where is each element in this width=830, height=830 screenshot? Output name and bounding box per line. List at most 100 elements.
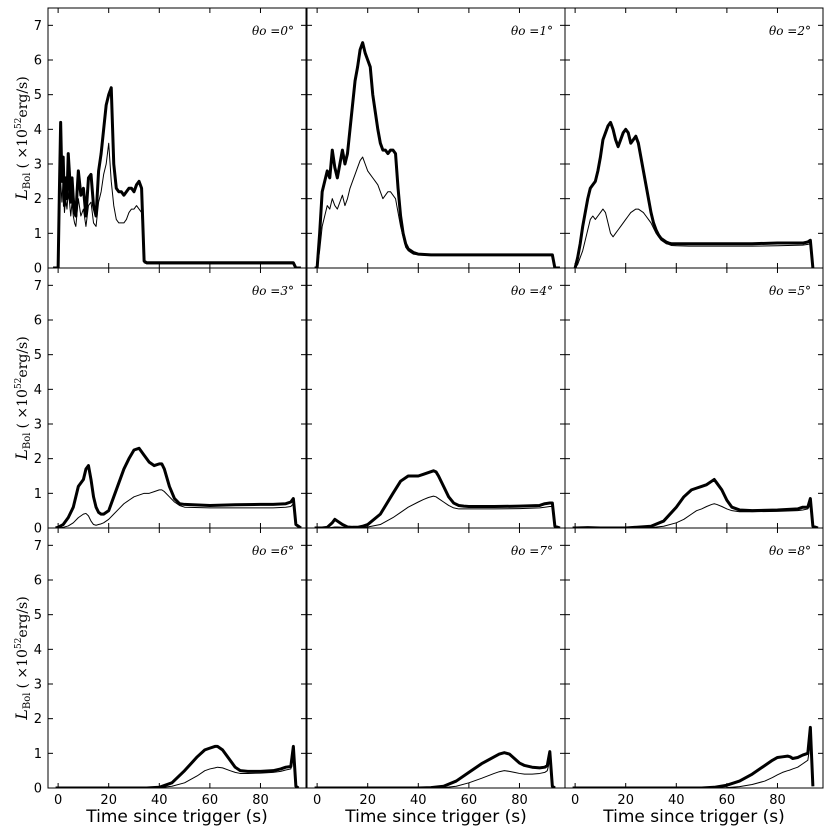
- y-label-exponent: 52: [14, 378, 24, 389]
- panel-frame: [306, 527, 566, 789]
- y-label-symbol: L: [12, 449, 31, 461]
- y-tick-label: 5: [34, 88, 42, 103]
- panel-4: θo =4°: [306, 267, 566, 529]
- y-axis-label: LBol ( ×1052erg/s): [12, 76, 33, 200]
- panel-2: θo =2°: [564, 7, 824, 269]
- panel-label: θo =1°: [511, 24, 553, 38]
- thin-series-line: [572, 503, 819, 528]
- y-tick-label: 1: [34, 487, 42, 502]
- y-label-unit-rest: erg/s): [15, 76, 31, 117]
- x-tick-label: 20: [359, 793, 376, 808]
- panel-7: 0 20 40 60 80 θo =7°: [306, 527, 566, 808]
- thick-series-line: [573, 120, 815, 268]
- x-tick-label: 80: [769, 793, 786, 808]
- y-tick-label: 2: [34, 192, 42, 207]
- panel-frame: [47, 527, 307, 789]
- x-tick-label: 60: [461, 793, 478, 808]
- x-tick-label: 0: [54, 793, 62, 808]
- thin-series-line: [572, 742, 814, 788]
- x-tick-label: 80: [511, 793, 528, 808]
- y-tick-label: 2: [34, 452, 42, 467]
- panel-label: θo =8°: [769, 544, 811, 558]
- y-tick-label: 2: [34, 712, 42, 727]
- panel-label: θo =3°: [252, 284, 294, 298]
- thick-series-line: [572, 725, 815, 788]
- thin-series-line: [574, 208, 814, 268]
- panel-frame: [47, 7, 307, 269]
- y-tick-label: 1: [34, 227, 42, 242]
- y-tick-label: 5: [34, 608, 42, 623]
- y-label-subscript: Bol: [22, 693, 33, 710]
- panel-label: θo =7°: [511, 544, 553, 558]
- panel-8: 0 20 40 60 80 θo =8°: [564, 527, 824, 808]
- y-label-subscript: Bol: [22, 433, 33, 450]
- y-tick-label: 7: [34, 539, 42, 554]
- y-tick-label: 7: [34, 19, 42, 34]
- y-tick-label: 0: [34, 782, 42, 797]
- y-tick-label: 4: [34, 123, 42, 138]
- thick-series-line: [572, 477, 819, 528]
- x-tick-label: 20: [100, 793, 117, 808]
- thin-series-line: [314, 156, 560, 268]
- y-label-unit-rest: erg/s): [15, 596, 31, 637]
- y-label-symbol: L: [12, 189, 31, 201]
- x-tick-label: 40: [151, 793, 168, 808]
- y-label-subscript: Bol: [22, 173, 33, 190]
- y-label-unit-rest: erg/s): [15, 336, 31, 377]
- thick-series-line: [314, 469, 561, 528]
- y-label-symbol: L: [12, 709, 31, 721]
- panel-label: θo =6°: [252, 544, 294, 558]
- x-tick-label: 60: [202, 793, 219, 808]
- thin-series-line: [53, 142, 301, 268]
- panel-6: 0 20 40 60 80 0 1 2 3 4 5 6 7 θo =6°: [34, 527, 307, 808]
- y-tick-label: 1: [34, 747, 42, 762]
- panel-label: θo =2°: [769, 24, 811, 38]
- y-tick-label: 6: [34, 314, 42, 329]
- thin-series-line: [314, 495, 561, 528]
- y-label-unit: ( ×10: [15, 129, 31, 168]
- thin-series-line: [314, 759, 556, 788]
- x-tick-label: 80: [252, 793, 269, 808]
- panel-frame: [47, 267, 307, 529]
- y-label-exponent: 52: [14, 118, 24, 129]
- y-tick-label: 7: [34, 279, 42, 294]
- y-tick-label: 0: [34, 522, 42, 537]
- x-axis-label: Time since trigger (s): [344, 807, 527, 827]
- y-axis-label: LBol ( ×1052erg/s): [12, 336, 33, 460]
- thick-series-line: [314, 41, 560, 268]
- thick-series-line: [314, 750, 556, 788]
- panel-frame: [306, 267, 566, 529]
- panel-1: θo =1°: [306, 7, 566, 269]
- panel-3: 0 1 2 3 4 5 6 7 θo =3°: [34, 267, 307, 537]
- y-tick-label: 3: [34, 418, 42, 433]
- x-tick-label: 20: [617, 793, 634, 808]
- x-tick-label: 0: [313, 793, 321, 808]
- x-axis-label: Time since trigger (s): [85, 807, 268, 827]
- thick-series-line: [55, 446, 302, 528]
- y-label-unit: ( ×10: [15, 389, 31, 428]
- y-tick-label: 0: [34, 262, 42, 277]
- y-tick-label: 6: [34, 54, 42, 69]
- y-tick-label: 3: [34, 158, 42, 173]
- thin-series-line: [55, 756, 299, 788]
- y-label-unit: ( ×10: [15, 649, 31, 688]
- y-tick-label: 3: [34, 678, 42, 693]
- panel-frame: [564, 527, 824, 789]
- y-tick-label: 6: [34, 574, 42, 589]
- panel-label: θo =4°: [511, 284, 553, 298]
- x-tick-label: 40: [410, 793, 427, 808]
- panel-frame: [306, 7, 566, 269]
- x-axis-label: Time since trigger (s): [602, 807, 785, 827]
- y-tick-label: 5: [34, 348, 42, 363]
- x-tick-label: 60: [719, 793, 736, 808]
- y-label-exponent: 52: [14, 638, 24, 649]
- panel-label: θo =5°: [769, 284, 811, 298]
- x-tick-label: 0: [571, 793, 579, 808]
- thick-series-line: [53, 86, 301, 268]
- thick-series-line: [55, 744, 300, 788]
- y-axis-label: LBol ( ×1052erg/s): [12, 596, 33, 720]
- y-tick-label: 4: [34, 643, 42, 658]
- y-tick-label: 4: [34, 383, 42, 398]
- thin-series-line: [55, 489, 302, 528]
